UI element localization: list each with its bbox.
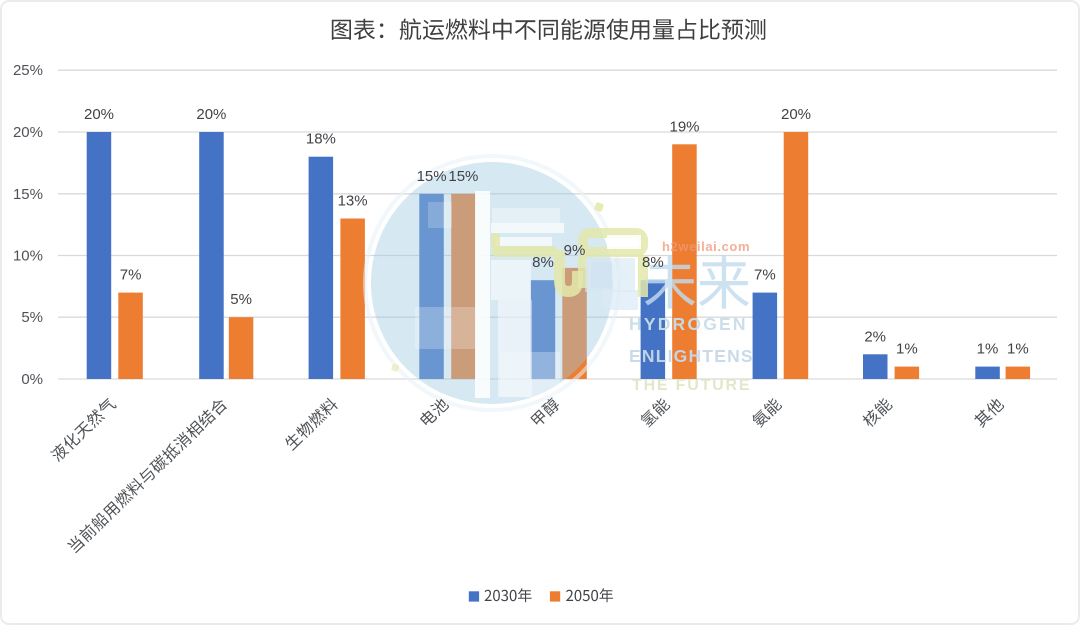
svg-text:20%: 20% <box>13 124 43 141</box>
svg-text:20%: 20% <box>196 106 226 123</box>
svg-text:18%: 18% <box>306 131 336 148</box>
svg-text:8%: 8% <box>642 254 664 271</box>
svg-text:2%: 2% <box>864 328 886 345</box>
svg-text:20%: 20% <box>781 106 811 123</box>
svg-text:15%: 15% <box>448 168 478 185</box>
svg-text:1%: 1% <box>1007 341 1029 358</box>
svg-text:h2weilai.com: h2weilai.com <box>662 239 750 254</box>
svg-text:15%: 15% <box>13 186 43 203</box>
svg-text:19%: 19% <box>669 118 699 135</box>
svg-text:HYDROGEN: HYDROGEN <box>629 314 748 334</box>
svg-text:7%: 7% <box>754 267 776 284</box>
svg-text:ENLIGHTENS: ENLIGHTENS <box>629 346 754 366</box>
svg-text:5%: 5% <box>21 309 43 326</box>
svg-text:1%: 1% <box>896 341 918 358</box>
svg-text:20%: 20% <box>84 106 114 123</box>
svg-text:5%: 5% <box>230 291 252 308</box>
svg-text:25%: 25% <box>13 62 43 79</box>
svg-text:9%: 9% <box>564 242 586 259</box>
svg-text:1%: 1% <box>977 341 999 358</box>
svg-text:13%: 13% <box>338 193 368 210</box>
svg-text:15%: 15% <box>417 168 447 185</box>
svg-text:10%: 10% <box>13 248 43 265</box>
svg-text:7%: 7% <box>120 267 142 284</box>
svg-text:0%: 0% <box>21 371 43 388</box>
svg-text:THE FUTURE: THE FUTURE <box>632 377 751 394</box>
svg-text:8%: 8% <box>532 254 554 271</box>
